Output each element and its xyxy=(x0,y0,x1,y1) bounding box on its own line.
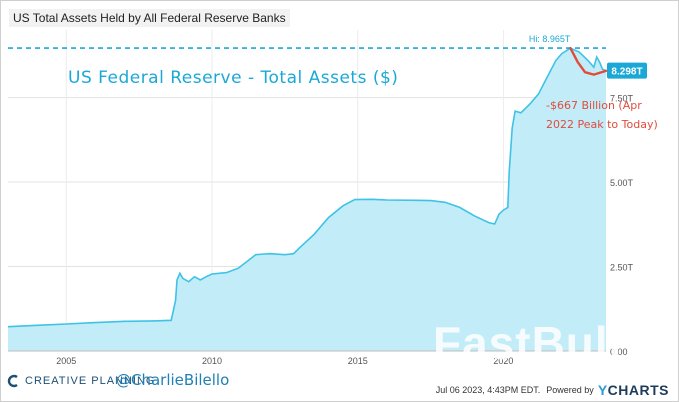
y-tick-label: 7.50T xyxy=(610,94,634,104)
x-tick-label: 2010 xyxy=(202,356,222,366)
last-value-label: 8.298T xyxy=(611,67,642,78)
creative-planning-logo-icon xyxy=(7,374,18,388)
footer-credit: Jul 06 2023, 4:43PM EDT. Powered by YCHA… xyxy=(436,382,669,398)
x-tick-label: 2020 xyxy=(493,356,513,366)
y-tick-label: 0.00 xyxy=(610,347,628,357)
watermark: FastBull xyxy=(433,317,623,369)
last-value-badge xyxy=(607,62,647,79)
ycharts-rest: CHARTS xyxy=(607,382,669,398)
ycharts-logo[interactable]: YCHARTS xyxy=(598,382,669,398)
y-tick-label: 5.00T xyxy=(610,178,634,188)
powered-by-label: Powered by xyxy=(546,385,594,395)
x-tick-label: 2005 xyxy=(56,356,76,366)
annotation-title: US Federal Reserve - Total Assets ($) xyxy=(68,68,398,88)
series-line xyxy=(7,47,607,328)
decline-highlight xyxy=(569,46,608,76)
series-area xyxy=(8,48,606,351)
callout-line-1: -$667 Billion (Apr xyxy=(546,99,642,112)
timestamp: Jul 06 2023, 4:43PM EDT. xyxy=(435,385,541,395)
x-tick-label: 2015 xyxy=(348,356,368,366)
brand-name: CREATIVE PLANNING xyxy=(25,375,156,387)
hi-label: Hi: 8.965T xyxy=(529,34,571,44)
footer-brand: CREATIVE PLANNING xyxy=(6,374,156,388)
chart-title: US Total Assets Held by All Federal Rese… xyxy=(9,9,290,27)
twitter-handle: @CharlieBilello xyxy=(116,371,230,389)
callout-line-2: 2022 Peak to Today) xyxy=(546,118,658,131)
ycharts-y: Y xyxy=(597,382,608,398)
y-tick-label: 2.50T xyxy=(610,263,634,273)
